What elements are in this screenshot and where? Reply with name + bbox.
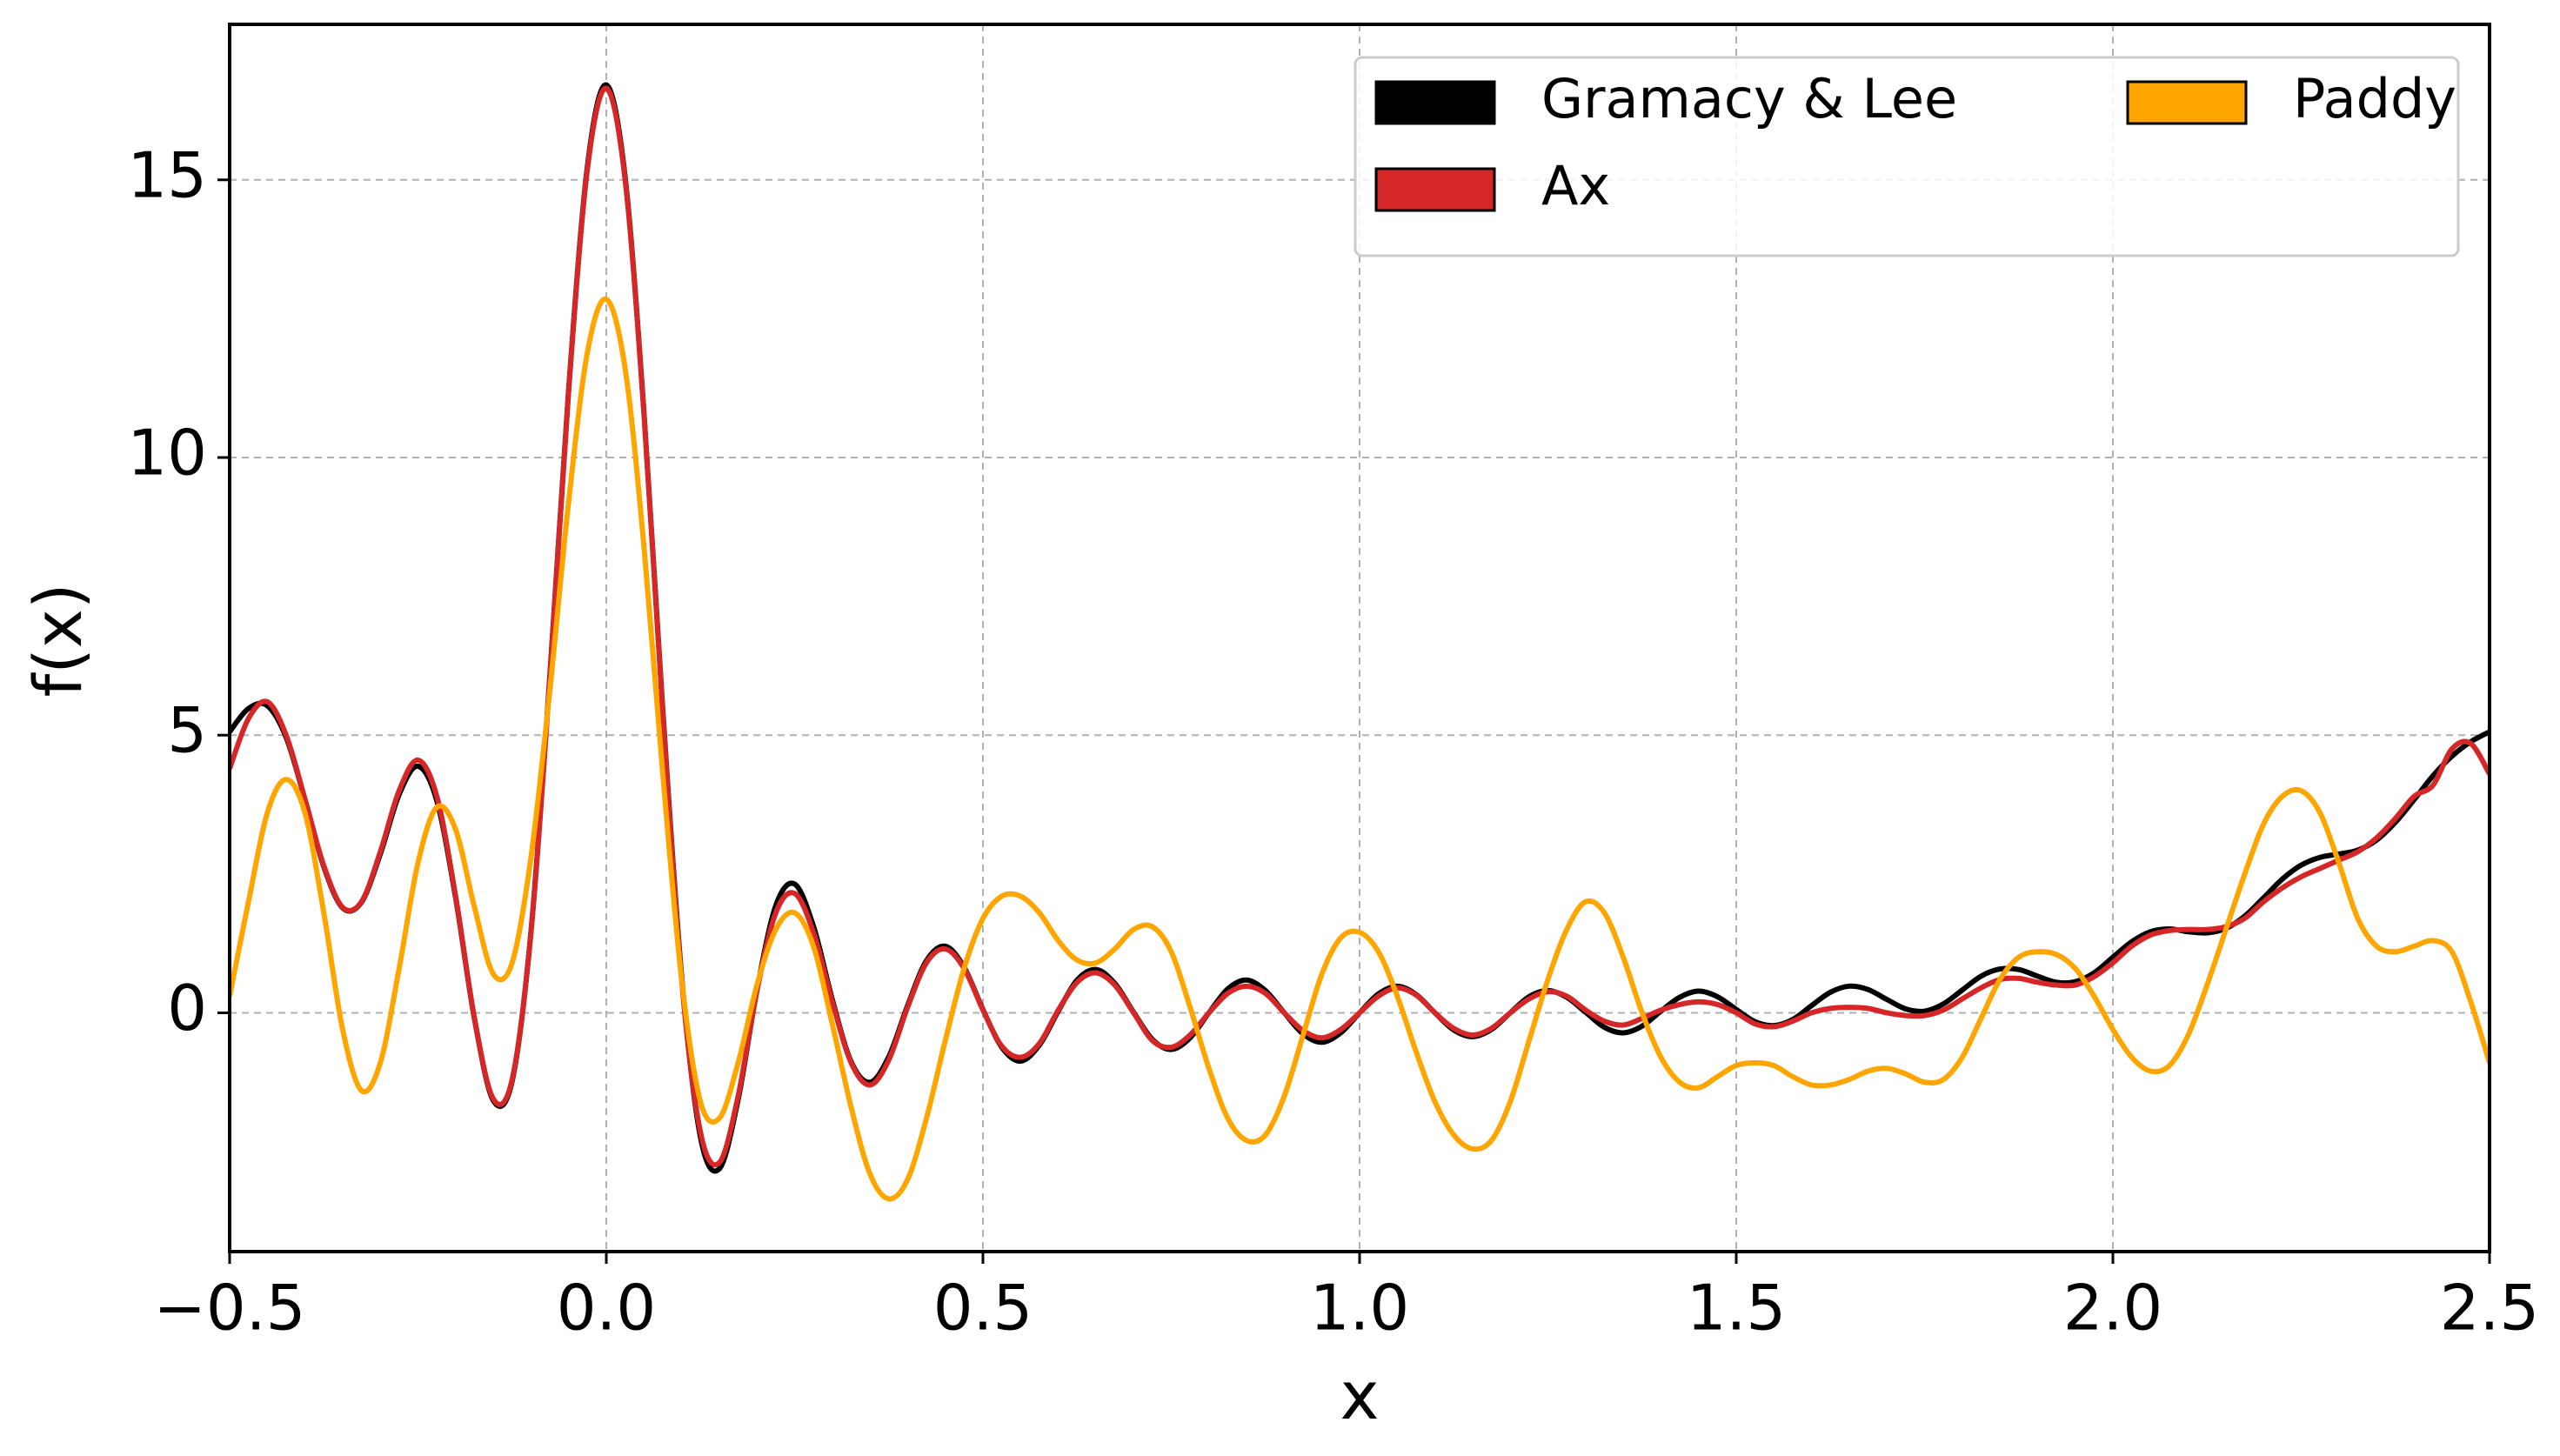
plot-area	[230, 82, 2490, 1202]
y-tick-label: 10	[127, 417, 207, 490]
y-tick-label: 5	[167, 694, 207, 767]
x-tick-label: 0.0	[557, 1272, 657, 1345]
legend-swatch	[2126, 80, 2248, 125]
legend-swatch	[1374, 80, 1496, 125]
legend-label: Ax	[1541, 154, 1610, 217]
x-tick-label: 2.5	[2440, 1272, 2540, 1345]
x-tick-label: 1.5	[1687, 1272, 1787, 1345]
x-tick-label: 1.0	[1310, 1272, 1410, 1345]
x-tick-label: 2.0	[2063, 1272, 2163, 1345]
y-tick-label: 15	[127, 138, 207, 211]
ticks: −0.5 0.0 0.5 1.0 1.5 2.0 2.5 0 5 10 15	[127, 138, 2539, 1344]
series-line	[230, 296, 2490, 1202]
y-axis-label: f(x)	[19, 583, 97, 697]
legend-swatch	[1374, 167, 1496, 212]
legend-label: Paddy	[2293, 67, 2456, 130]
legend: Gramacy & Lee Ax Paddy	[1354, 56, 2460, 257]
x-tick-label: 0.5	[933, 1272, 1033, 1345]
x-tick-label: −0.5	[154, 1272, 306, 1345]
y-tick-label: 0	[167, 972, 207, 1045]
x-axis-label: x	[1340, 1357, 1380, 1434]
series-line	[230, 85, 2490, 1168]
legend-label: Gramacy & Lee	[1541, 67, 1957, 130]
